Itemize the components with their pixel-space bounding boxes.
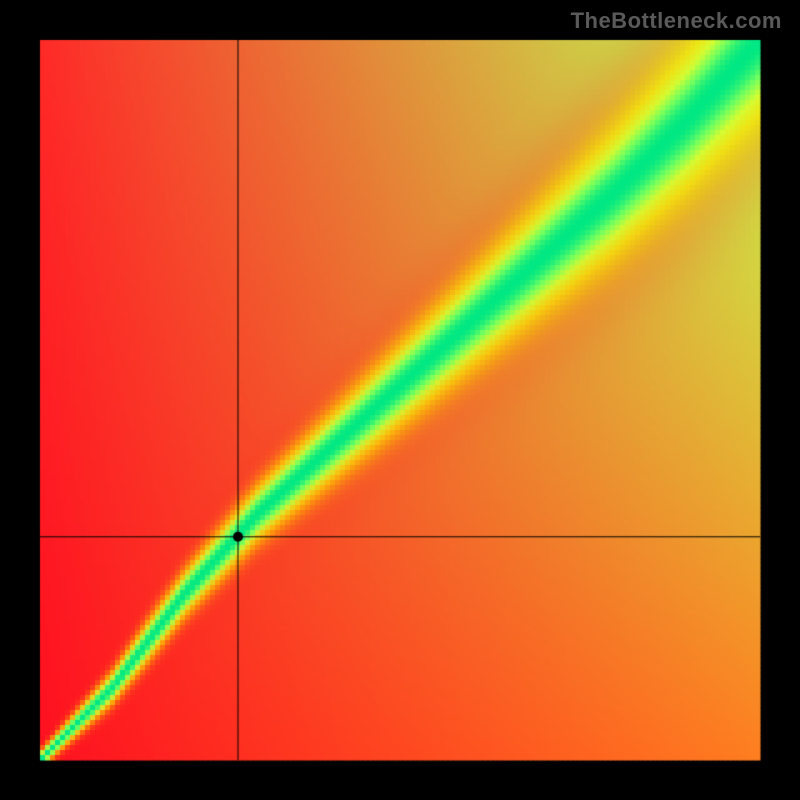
watermark: TheBottleneck.com: [571, 8, 782, 34]
bottleneck-heatmap: [0, 0, 800, 800]
chart-root: { "watermark": { "text": "TheBottleneck.…: [0, 0, 800, 800]
